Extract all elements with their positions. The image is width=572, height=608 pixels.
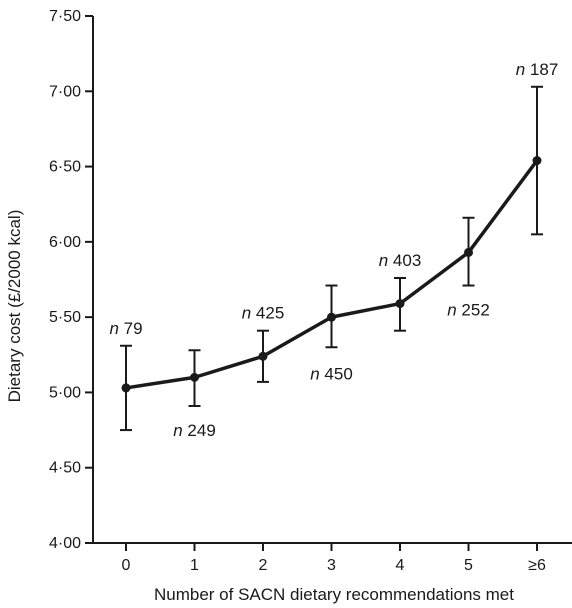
- sample-size-prefix: n: [310, 364, 319, 383]
- y-tick-label: 5·00: [49, 384, 81, 401]
- sample-size-value: 425: [251, 304, 284, 323]
- sample-size-label: n 187: [516, 60, 559, 79]
- y-axis-ticks: 4·00 4·50 5·00 5·50 6·00 6·50 7·00 7·50: [49, 8, 93, 552]
- sample-size-value: 450: [320, 364, 353, 383]
- x-tick-label: ≥6: [528, 557, 546, 574]
- sample-size-value: 249: [183, 421, 216, 440]
- y-tick-label: 5·50: [49, 309, 81, 326]
- x-axis-ticks: 0 1 2 3 4 5 ≥6: [122, 543, 546, 574]
- x-tick-label: 5: [464, 557, 473, 574]
- y-tick-label: 7·00: [49, 83, 81, 100]
- sample-size-value: 252: [457, 301, 490, 320]
- sample-size-label: n 252: [447, 301, 490, 320]
- data-points: [121, 156, 542, 393]
- data-point: [327, 312, 336, 322]
- y-tick-label: 4·50: [49, 460, 81, 477]
- y-tick-label: 4·00: [49, 535, 81, 552]
- y-axis-title: Dietary cost (£/2000 kcal): [5, 210, 24, 403]
- x-tick-label: 1: [190, 557, 199, 574]
- sample-size-label: n 425: [242, 304, 285, 323]
- sample-size-label: n 79: [109, 319, 142, 338]
- series-line: [125, 159, 539, 390]
- sample-size-label: n 249: [173, 421, 216, 440]
- x-tick-label: 4: [396, 557, 405, 574]
- y-tick-label: 6·50: [49, 159, 81, 176]
- x-tick-label: 0: [122, 557, 131, 574]
- data-point: [258, 351, 268, 361]
- data-point: [532, 156, 542, 166]
- sample-size-value: 187: [525, 60, 558, 79]
- sample-size-label: n 450: [310, 364, 353, 383]
- sample-size-prefix: n: [447, 301, 456, 320]
- sample-size-value: 79: [119, 319, 143, 338]
- data-point: [190, 372, 199, 382]
- x-tick-label: 3: [327, 557, 336, 574]
- sample-size-label: n 403: [379, 251, 422, 270]
- data-point: [121, 383, 131, 393]
- sample-size-prefix: n: [173, 421, 182, 440]
- sample-size-prefix: n: [109, 319, 118, 338]
- y-tick-label: 6·00: [49, 234, 81, 251]
- series-group: [125, 159, 539, 390]
- y-tick-label: 7·50: [49, 8, 81, 25]
- axes: [92, 16, 572, 544]
- x-tick-label: 2: [259, 557, 268, 574]
- sample-size-prefix: n: [379, 251, 388, 270]
- data-point: [464, 247, 473, 257]
- sample-size-value: 403: [388, 251, 421, 270]
- x-axis-title: Number of SACN dietary recommendations m…: [154, 585, 514, 604]
- sample-size-prefix: n: [242, 304, 251, 323]
- data-point: [395, 299, 405, 309]
- sample-size-prefix: n: [516, 60, 525, 79]
